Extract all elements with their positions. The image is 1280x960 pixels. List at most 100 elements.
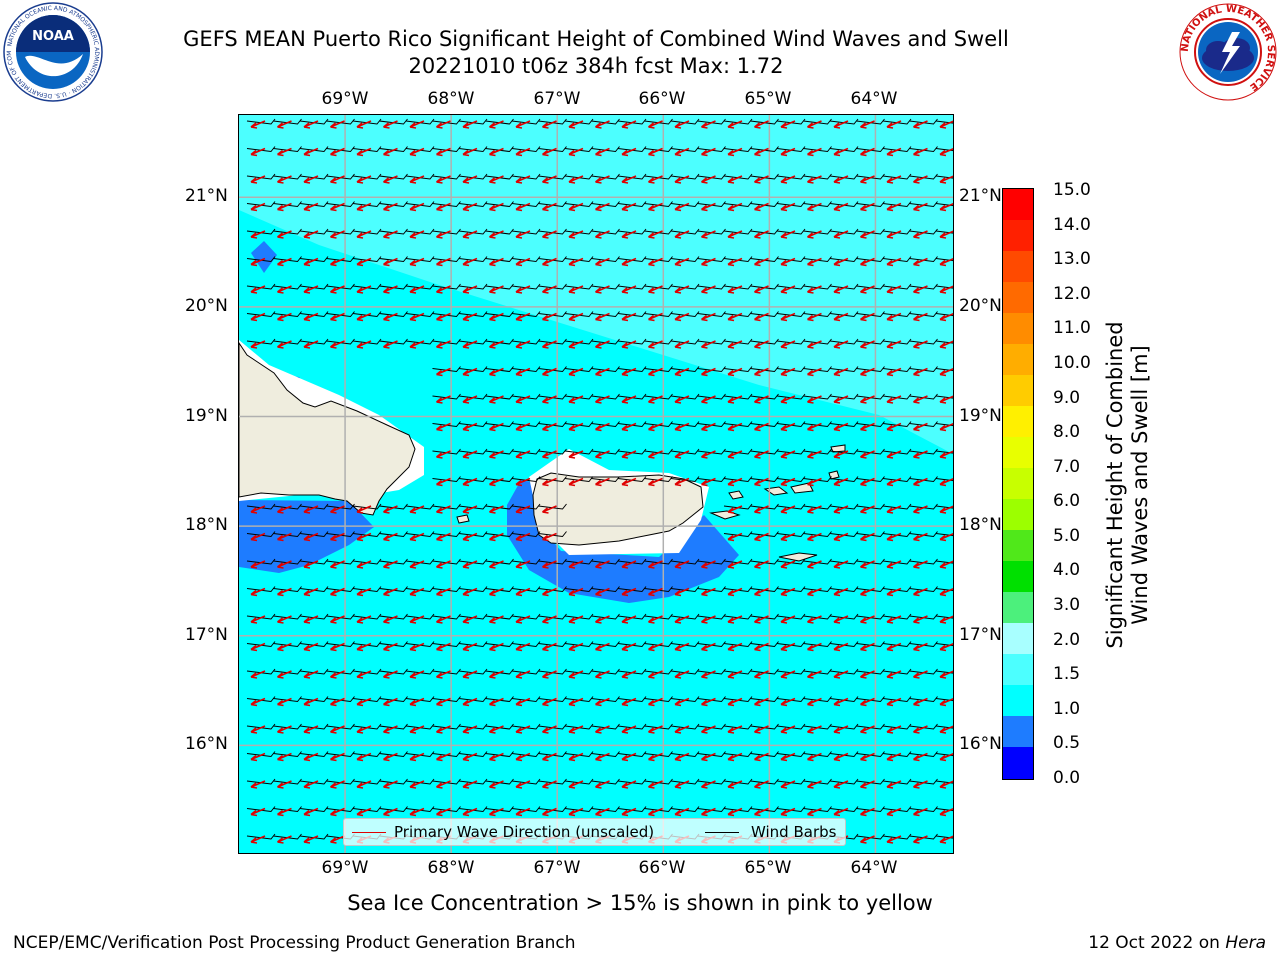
wave-direction-arrow	[727, 367, 743, 377]
wave-direction-arrow	[780, 230, 796, 239]
wave-direction-arrow	[462, 697, 478, 707]
wave-direction-arrow	[409, 587, 425, 597]
wave-direction-arrow	[330, 560, 345, 569]
wave-direction-arrow	[621, 257, 637, 267]
wave-direction-arrow	[542, 367, 557, 377]
wave-direction-arrow	[939, 835, 953, 844]
colorbar-tick-label: 1.0	[1053, 698, 1081, 719]
wave-direction-arrow	[595, 477, 610, 487]
wave-direction-arrow	[860, 560, 875, 569]
wave-direction-arrow	[674, 752, 690, 762]
wave-direction-arrow	[542, 780, 557, 789]
wave-direction-arrow	[277, 340, 292, 349]
wave-direction-arrow	[515, 175, 531, 184]
wave-direction-arrow	[833, 147, 849, 157]
wave-direction-arrow	[542, 477, 557, 487]
wind-barb	[538, 531, 567, 538]
wave-direction-arrow	[462, 202, 478, 212]
wave-direction-arrow	[674, 670, 690, 679]
wave-direction-arrow	[727, 752, 743, 762]
wave-height-0.5-1.0-region	[507, 480, 739, 603]
colorbar-tick-label: 7.0	[1053, 456, 1081, 477]
wave-direction-arrow	[515, 147, 531, 157]
wave-direction-arrow	[701, 340, 716, 349]
wave-direction-arrow	[780, 725, 796, 734]
wave-direction-arrow	[648, 230, 663, 239]
wave-direction-arrow	[701, 120, 716, 129]
wave-direction-arrow	[277, 670, 292, 679]
wave-direction-arrow	[754, 807, 769, 817]
mona-island	[456, 514, 470, 524]
wave-direction-arrow	[939, 120, 953, 129]
wave-direction-arrow	[913, 477, 928, 487]
wave-direction-arrow	[356, 532, 372, 542]
colorbar-tick-label: 13.0	[1053, 249, 1091, 270]
wind-barb-legend-line	[705, 832, 739, 833]
wave-direction-arrow	[436, 477, 451, 487]
wind-barb	[935, 560, 953, 564]
wave-direction-arrow	[754, 780, 769, 789]
map-legend: Primary Wave Direction (unscaled) Wind B…	[343, 818, 846, 846]
wave-direction-arrow	[568, 312, 584, 322]
wave-direction-arrow	[383, 807, 398, 817]
wind-barb	[935, 643, 953, 647]
wave-direction-arrow	[277, 807, 292, 817]
wind-barb	[935, 615, 953, 619]
wave-direction-arrow	[860, 230, 875, 239]
wave-direction-arrow	[409, 752, 425, 762]
wave-direction-arrow	[807, 340, 822, 349]
wave-direction-arrow	[701, 367, 716, 377]
wave-direction-arrow	[595, 257, 610, 267]
wave-direction-arrow	[436, 285, 451, 294]
wave-direction-arrow	[780, 560, 796, 569]
wave-direction-arrow	[595, 202, 610, 212]
wave-direction-arrow	[542, 560, 557, 569]
wave-direction-arrow	[489, 285, 504, 294]
wave-direction-arrow	[409, 175, 425, 184]
wave-direction-arrow	[913, 725, 928, 734]
wave-direction-arrow	[330, 312, 345, 322]
wave-direction-arrow	[701, 560, 716, 569]
wave-direction-arrow	[727, 670, 743, 679]
wave-direction-arrow	[383, 752, 398, 762]
lon-label-bottom: 65°W	[744, 858, 792, 878]
wave-direction-arrow	[303, 285, 319, 294]
wave-direction-arrow	[595, 780, 610, 789]
wave-direction-arrow	[727, 340, 743, 349]
wave-direction-arrow	[436, 312, 451, 322]
wave-direction-arrow	[277, 175, 292, 184]
wave-direction-arrow	[303, 147, 319, 157]
wave-direction-arrow	[754, 175, 769, 184]
colorbar-tick-label: 5.0	[1053, 525, 1081, 546]
wave-direction-arrow	[250, 312, 266, 322]
wave-direction-arrow	[913, 175, 928, 184]
wave-direction-arrow	[277, 697, 292, 707]
wave-direction-arrow	[436, 505, 451, 514]
wave-direction-arrow	[860, 505, 875, 514]
wave-direction-arrow	[277, 230, 292, 239]
wave-direction-arrow	[860, 587, 875, 597]
wave-direction-arrow	[383, 560, 398, 569]
wave-direction-arrow	[250, 285, 266, 294]
wave-direction-arrow	[807, 477, 822, 487]
wind-barb	[538, 503, 567, 510]
wave-direction-arrow	[754, 642, 769, 652]
wave-direction-arrow	[409, 615, 425, 624]
wave-direction-arrow	[436, 532, 451, 542]
wave-direction-arrow	[913, 560, 928, 569]
nws-logo: NATIONAL WEATHER SERVICE	[1178, 2, 1278, 102]
wave-direction-arrow	[330, 752, 345, 762]
wave-direction-arrow	[860, 477, 875, 487]
wave-direction-arrow	[515, 807, 531, 817]
wave-direction-arrow	[409, 780, 425, 789]
lon-label-bottom: 68°W	[427, 858, 475, 878]
wave-direction-arrow	[462, 725, 478, 734]
wave-and-wind-vectors	[246, 118, 953, 844]
colorbar-tick-label: 4.0	[1053, 560, 1081, 581]
st-john-island	[790, 482, 814, 494]
wave-direction-arrow	[727, 642, 743, 652]
wave-direction-arrow	[383, 257, 398, 267]
wave-direction-arrow	[939, 808, 953, 817]
wave-direction-arrow	[489, 230, 504, 239]
wave-direction-arrow	[409, 120, 425, 129]
